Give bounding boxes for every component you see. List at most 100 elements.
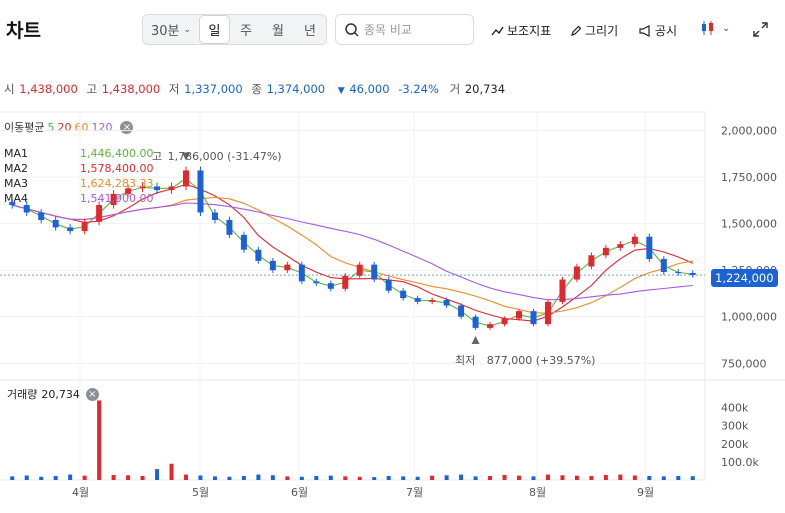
volume-bar xyxy=(386,476,391,480)
low-marker xyxy=(471,335,480,344)
volume-bar xyxy=(126,475,131,480)
expand-icon[interactable] xyxy=(752,21,769,38)
disclosure-button[interactable]: 공시 xyxy=(639,22,677,39)
candle-body xyxy=(226,219,233,235)
pencil-icon xyxy=(571,25,582,36)
volume-bar xyxy=(574,475,579,480)
period-selector: 30분 ⌄ 일 주 월 년 xyxy=(142,14,327,45)
indicator-button[interactable]: 보조지표 xyxy=(491,22,551,39)
page-title: 차트 xyxy=(6,20,41,42)
volume-bar xyxy=(618,474,623,480)
draw-button[interactable]: 그리기 xyxy=(570,22,618,39)
volume-bar xyxy=(690,476,695,480)
ma3-value: 1,624,283.33 xyxy=(80,177,154,190)
volume-bar xyxy=(415,476,420,480)
volume-bar xyxy=(545,474,550,480)
volume-bar xyxy=(111,474,116,480)
volume-bar xyxy=(10,476,15,480)
volume-value: 20,734 xyxy=(464,82,506,96)
candle-body xyxy=(400,290,407,299)
ma-line xyxy=(12,202,693,301)
volume-bar xyxy=(632,475,637,480)
month-tick-label: 6월 xyxy=(291,486,308,499)
candle-body xyxy=(197,170,204,213)
volume-bar xyxy=(343,476,348,480)
candle-body xyxy=(284,264,291,271)
candle-body xyxy=(588,255,595,267)
volume-bar xyxy=(285,476,290,480)
compare-search[interactable] xyxy=(335,14,474,45)
candle-body xyxy=(458,305,465,317)
megaphone-icon xyxy=(639,24,650,37)
current-price-badge: 1,224,000 xyxy=(711,267,778,287)
candle-body xyxy=(67,227,74,232)
volume-bar xyxy=(502,474,507,480)
candle-body xyxy=(689,272,696,276)
volume-bar xyxy=(256,474,261,480)
volume-panel-value: 20,734 xyxy=(41,387,80,401)
change-percent: -3.24% xyxy=(398,82,439,96)
month-tick-label: 9월 xyxy=(637,486,654,499)
chart-type-dropdown[interactable]: ⌄ xyxy=(700,20,730,36)
ma1-name: MA1 xyxy=(4,147,29,160)
volume-bar xyxy=(68,474,73,480)
close-value: 1,374,000 xyxy=(266,82,326,96)
volume-bar xyxy=(169,463,174,480)
candle-body xyxy=(298,264,305,282)
low-annotation: 최저 877,000 (+39.57%) xyxy=(455,352,595,368)
period-week[interactable]: 주 xyxy=(240,24,252,39)
candle-body xyxy=(139,186,146,189)
volume-bar xyxy=(676,476,681,480)
trend-icon xyxy=(491,26,504,35)
candle-body xyxy=(675,272,682,274)
search-icon xyxy=(345,22,359,37)
low-value: 1,337,000 xyxy=(184,82,243,96)
interval-dropdown[interactable]: 30분 ⌄ xyxy=(143,15,199,44)
ma2-value: 1,578,400.00 xyxy=(80,162,154,175)
candle-body xyxy=(573,266,580,280)
volume-bar xyxy=(372,477,377,480)
volume-bar xyxy=(140,476,145,480)
candle-body xyxy=(168,186,175,191)
volume-bar xyxy=(24,475,29,480)
volume-bar xyxy=(82,475,87,480)
volume-tick-label: 400k xyxy=(721,402,749,415)
candle-body xyxy=(154,186,161,191)
candle-body xyxy=(602,247,609,256)
volume-bar xyxy=(212,476,217,480)
period-month[interactable]: 월 xyxy=(272,24,284,39)
high-value: 1,438,000 xyxy=(101,82,161,96)
volume-bar xyxy=(357,476,362,480)
candle-body xyxy=(110,193,117,206)
volume-tick-label: 200k xyxy=(721,438,749,451)
volume-bar xyxy=(430,475,435,480)
volume-bar xyxy=(183,474,188,480)
candle-body xyxy=(269,260,276,271)
volume-bar xyxy=(328,475,333,480)
close-icon[interactable]: × xyxy=(85,387,99,401)
volume-bar xyxy=(589,476,594,480)
period-year[interactable]: 년 xyxy=(304,24,316,39)
candle-body xyxy=(516,311,523,319)
compare-search-input[interactable] xyxy=(362,21,466,38)
volume-bar xyxy=(444,475,449,480)
down-triangle-icon: ▼ xyxy=(337,86,345,96)
volume-bar xyxy=(488,476,493,480)
candle-body xyxy=(385,279,392,291)
candle-body xyxy=(255,249,262,261)
high-marker xyxy=(181,152,190,161)
volume-bar xyxy=(53,476,58,480)
chevron-down-icon: ⌄ xyxy=(183,24,192,35)
volume-bar xyxy=(39,476,44,480)
volume-tick-label: 300k xyxy=(721,420,749,433)
period-day[interactable]: 일 xyxy=(199,15,230,44)
ma1-value: 1,446,400.00 xyxy=(80,147,154,160)
volume-bar xyxy=(299,476,304,480)
volume-bar xyxy=(647,476,652,480)
candle-body xyxy=(23,205,30,213)
price-tick-label: 2,000,000 xyxy=(721,125,777,138)
candle-body xyxy=(9,202,16,206)
interval-label: 30분 xyxy=(150,24,180,39)
volume-bar xyxy=(560,475,565,480)
